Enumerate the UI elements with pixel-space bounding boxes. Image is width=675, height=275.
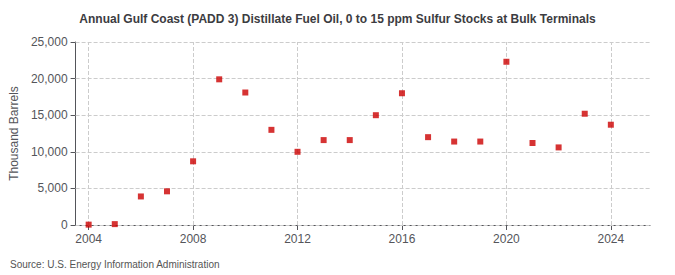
svg-text:5,000: 5,000 bbox=[38, 181, 68, 195]
svg-text:15,000: 15,000 bbox=[31, 108, 68, 122]
svg-text:2008: 2008 bbox=[180, 232, 207, 246]
svg-text:2016: 2016 bbox=[389, 232, 416, 246]
svg-text:2024: 2024 bbox=[597, 232, 624, 246]
svg-text:10,000: 10,000 bbox=[31, 145, 68, 159]
svg-text:Source: U.S. Energy Informatio: Source: U.S. Energy Information Administ… bbox=[10, 259, 220, 270]
svg-text:Annual Gulf Coast (PADD 3) Dis: Annual Gulf Coast (PADD 3) Distillate Fu… bbox=[79, 12, 596, 26]
svg-text:20,000: 20,000 bbox=[31, 72, 68, 86]
svg-text:Thousand Barrels: Thousand Barrels bbox=[7, 86, 21, 181]
svg-text:2012: 2012 bbox=[284, 232, 311, 246]
svg-text:25,000: 25,000 bbox=[31, 35, 68, 49]
svg-text:2020: 2020 bbox=[493, 232, 520, 246]
svg-text:2004: 2004 bbox=[75, 232, 102, 246]
svg-text:0: 0 bbox=[61, 218, 68, 232]
